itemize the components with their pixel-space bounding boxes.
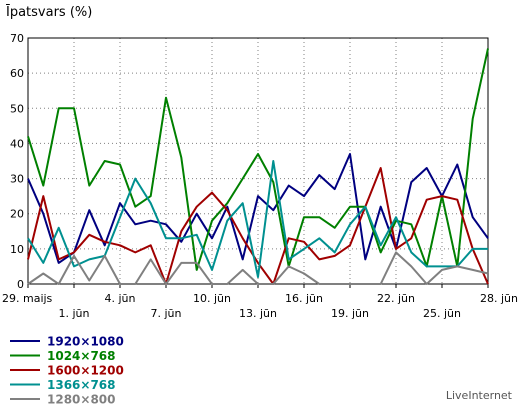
series-line-1920×1080 <box>27 153 489 264</box>
legend: 1920×10801024×7681600×12001366×7681280×8… <box>10 335 124 405</box>
grid <box>28 38 488 284</box>
y-tick-label: 50 <box>10 102 24 115</box>
y-tick-label: 30 <box>10 173 24 186</box>
x-tick-label: 1. jūn <box>59 307 90 320</box>
y-tick-label: 20 <box>10 208 24 221</box>
legend-label: 1600×1200 <box>47 364 124 378</box>
y-tick-label: 10 <box>10 243 24 256</box>
legend-label: 1366×768 <box>47 378 116 392</box>
x-tick-label: 4. jūn <box>105 292 136 305</box>
series-lines <box>27 48 489 285</box>
legend-label: 1280×800 <box>47 393 116 405</box>
series-line-1280×800 <box>27 251 489 285</box>
y-tick-label: 40 <box>10 137 24 150</box>
y-tick-label: 60 <box>10 67 24 80</box>
x-tick-label: 22. jūn <box>377 292 415 305</box>
x-axis-ticks: 29. maijs 4. jūn 10. jūn 16. jūn 22. jūn 28. … <box>2 284 518 320</box>
credit-label: LiveInternet <box>446 389 513 402</box>
series-line-1600×1200 <box>27 167 489 285</box>
series-line-1024×768 <box>27 48 489 271</box>
legend-label: 1024×768 <box>47 349 116 363</box>
x-tick-label: 28. jūn <box>480 292 518 305</box>
x-tick-label: 29. maijs <box>2 292 53 305</box>
y-tick-label: 70 <box>10 32 24 45</box>
x-tick-label: 16. jūn <box>285 292 323 305</box>
x-tick-label: 10. jūn <box>193 292 231 305</box>
x-tick-label: 25. jūn <box>423 307 461 320</box>
x-tick-label: 7. jūn <box>151 307 182 320</box>
x-tick-label: 13. jūn <box>239 307 277 320</box>
legend-label: 1920×1080 <box>47 335 124 349</box>
x-tick-label: 19. jūn <box>331 307 369 320</box>
y-tick-label: 0 <box>17 278 24 291</box>
y-axis-title: Īpatsvars (%) <box>6 5 92 20</box>
y-axis-ticks: 0 10 20 30 40 50 60 70 <box>10 32 24 291</box>
